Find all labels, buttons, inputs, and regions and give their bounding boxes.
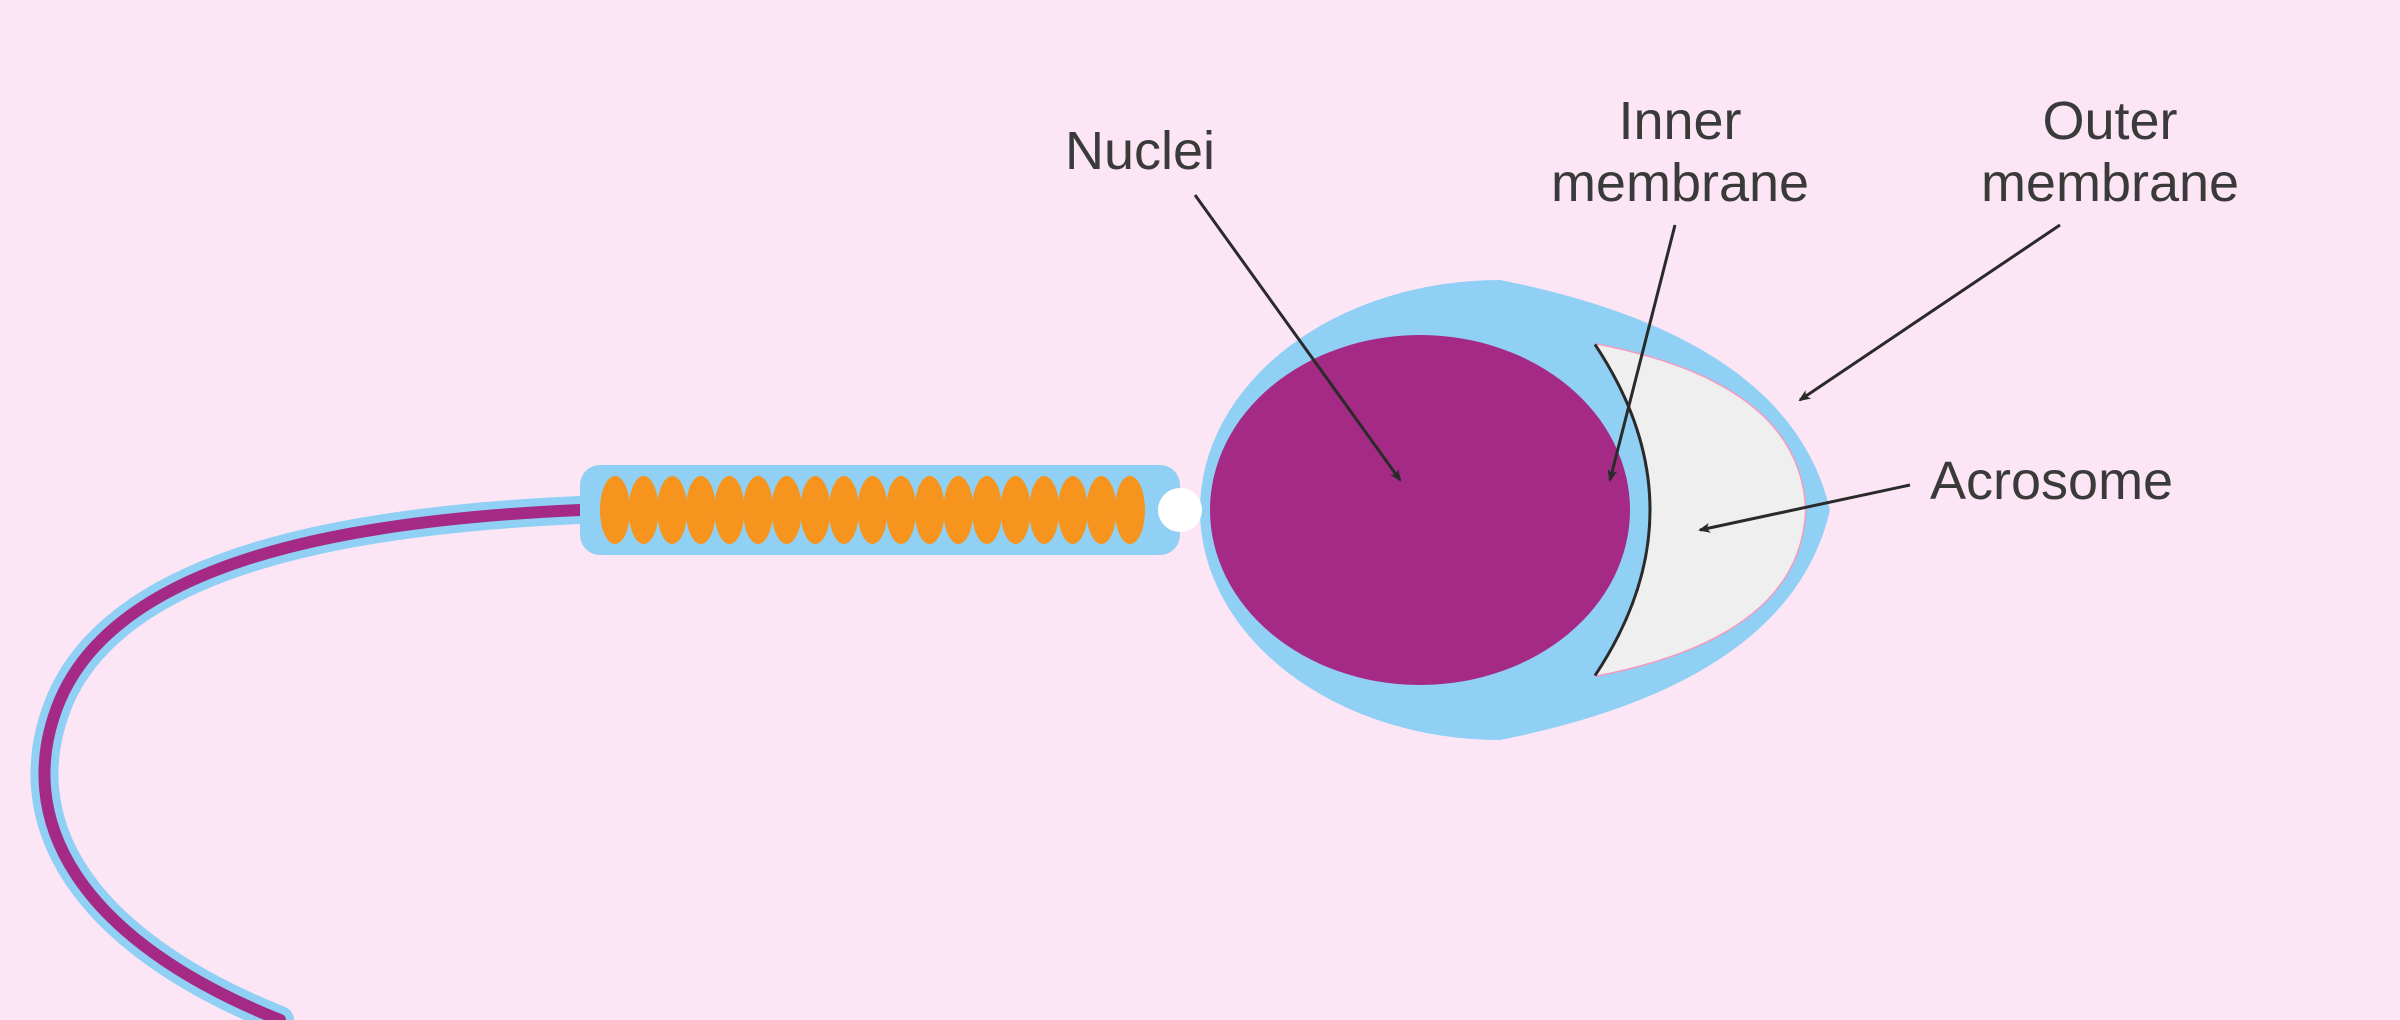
mitochondrion: [858, 476, 888, 544]
label-acrosome: Acrosome: [1930, 450, 2173, 512]
mitochondrion: [1001, 476, 1031, 544]
mitochondrion: [972, 476, 1002, 544]
mitochondrion: [657, 476, 687, 544]
nucleus: [1210, 335, 1630, 685]
mitochondrion: [1115, 476, 1145, 544]
mitochondrion: [915, 476, 945, 544]
mitochondrion: [714, 476, 744, 544]
mitochondrion: [1086, 476, 1116, 544]
mitochondrion: [1058, 476, 1088, 544]
mitochondrion: [686, 476, 716, 544]
mitochondrion: [800, 476, 830, 544]
label-inner-membrane: Inner membrane: [1551, 90, 1809, 214]
centriole: [1158, 488, 1202, 532]
mitochondrion: [1029, 476, 1059, 544]
mitochondria-group: [600, 476, 1145, 544]
mitochondrion: [743, 476, 773, 544]
label-outer-membrane: Outer membrane: [1981, 90, 2239, 214]
label-nuclei: Nuclei: [1065, 120, 1215, 182]
mitochondrion: [629, 476, 659, 544]
mitochondrion: [943, 476, 973, 544]
mitochondrion: [772, 476, 802, 544]
mitochondrion: [600, 476, 630, 544]
mitochondrion: [886, 476, 916, 544]
mitochondrion: [829, 476, 859, 544]
